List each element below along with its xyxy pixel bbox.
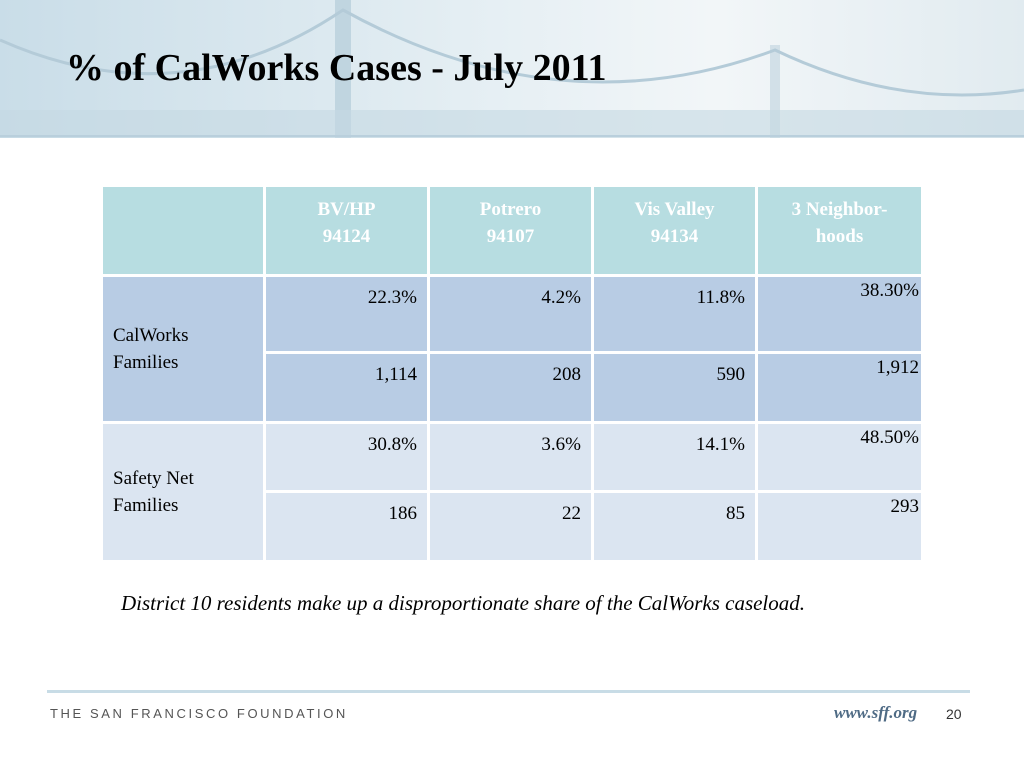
row-label: CalWorks Families — [103, 277, 263, 421]
label-line: CalWorks — [113, 325, 189, 346]
label-line: Safety Net — [113, 468, 194, 489]
table-cell: 293 — [758, 493, 921, 560]
table-cell: 38.30% — [758, 277, 921, 351]
header-line: Vis Valley — [634, 199, 715, 220]
table-cell: 590 — [594, 354, 755, 421]
table-cell: 1,114 — [266, 354, 427, 421]
table-cell: 208 — [430, 354, 591, 421]
header-cell — [103, 187, 263, 274]
table-cell: 14.1% — [594, 424, 755, 490]
header-line: 94124 — [322, 226, 371, 247]
table-cell: 3.6% — [430, 424, 591, 490]
label-line: Families — [113, 495, 179, 516]
header-line: 94134 — [650, 226, 699, 247]
header-cell: BV/HP 94124 — [266, 187, 427, 274]
header-cell: Potrero 94107 — [430, 187, 591, 274]
table-cell: 22.3% — [266, 277, 427, 351]
url: www.sff.org — [834, 703, 918, 722]
header-line: BV/HP — [317, 199, 376, 220]
table-cell: 22 — [430, 493, 591, 560]
table-cell: 11.8% — [594, 277, 755, 351]
page-number: 20 — [946, 706, 962, 722]
note: District 10 residents make up a dispropo… — [121, 591, 806, 615]
header-cell: 3 Neighbor-hoods — [758, 187, 921, 274]
table-cell: 30.8% — [266, 424, 427, 490]
header-line: 94107 — [486, 226, 535, 247]
label-line: Families — [113, 352, 179, 373]
organization: THE SAN FRANCISCO FOUNDATION — [50, 706, 348, 721]
banner — [0, 0, 1024, 138]
header-line: Potrero — [479, 199, 542, 220]
header-line: 3 Neighbor- — [791, 199, 888, 220]
bridge-art — [0, 0, 1024, 138]
table-cell: 1,912 — [758, 354, 921, 421]
row-label: Safety Net Families — [103, 424, 263, 560]
table-cell: 186 — [266, 493, 427, 560]
header-line: hoods — [815, 226, 864, 247]
footer-rule — [47, 690, 970, 693]
table-cell: 85 — [594, 493, 755, 560]
table-cell: 48.50% — [758, 424, 921, 490]
header-cell: Vis Valley 94134 — [594, 187, 755, 274]
table-cell: 4.2% — [430, 277, 591, 351]
slide-title: % of CalWorks Cases - July 2011 — [66, 47, 607, 89]
